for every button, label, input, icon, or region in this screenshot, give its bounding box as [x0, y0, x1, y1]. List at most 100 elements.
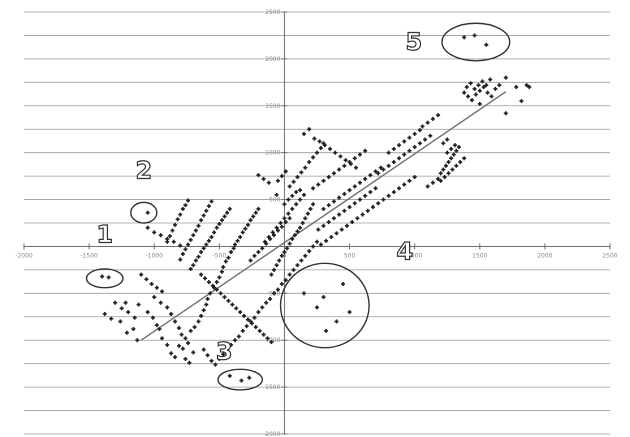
data-point-v — [187, 341, 189, 346]
x-tick-label: 2000 — [537, 252, 552, 259]
data-point-v — [330, 235, 333, 240]
data-point-v — [463, 35, 465, 40]
data-point-v — [313, 136, 316, 141]
data-point-v — [210, 358, 213, 363]
data-point — [199, 250, 204, 255]
data-point — [223, 259, 228, 264]
data-point-v — [312, 202, 314, 207]
data-point-v — [262, 176, 265, 181]
data-point-v — [339, 154, 342, 159]
data-point — [430, 180, 435, 185]
data-point-v — [137, 302, 140, 307]
data-point — [381, 167, 386, 172]
data-point — [282, 250, 287, 255]
data-point-v — [320, 145, 322, 150]
data-point-v — [281, 224, 283, 229]
data-point-v — [421, 124, 424, 129]
data-point — [370, 205, 375, 210]
x-tick-label: -1500 — [80, 252, 98, 259]
data-point-v — [303, 131, 305, 136]
data-point-v — [166, 342, 169, 347]
data-point — [154, 285, 159, 290]
data-point — [173, 319, 178, 324]
data-point-v — [268, 180, 270, 185]
data-point — [221, 265, 226, 270]
cluster-ellipse — [85, 268, 124, 289]
data-point — [247, 375, 252, 380]
data-point — [131, 326, 136, 331]
data-point-v — [374, 186, 377, 191]
data-point — [274, 263, 279, 268]
data-point-v — [221, 269, 223, 274]
data-point-v — [393, 146, 395, 151]
data-point-v — [351, 220, 353, 225]
data-point-v — [279, 221, 282, 225]
data-point — [342, 208, 347, 213]
data-point-v — [446, 137, 449, 142]
data-point — [357, 197, 362, 202]
data-point-v — [316, 305, 318, 310]
cluster-label: 4 — [396, 238, 413, 266]
data-point — [295, 175, 300, 180]
data-point — [245, 317, 250, 322]
data-point — [443, 163, 448, 168]
data-point-v — [292, 267, 295, 272]
data-point — [311, 186, 316, 191]
cluster-annotations: 1 2 3 4 5 — [85, 22, 511, 391]
data-point-v — [193, 325, 196, 330]
data-point — [376, 201, 381, 206]
data-point — [221, 352, 226, 357]
data-point — [417, 128, 422, 133]
data-point-v — [283, 216, 286, 221]
data-point-v — [271, 230, 274, 235]
data-point-v — [467, 94, 469, 99]
data-point — [283, 169, 288, 174]
data-point — [354, 165, 359, 170]
data-point — [295, 229, 300, 234]
data-point — [365, 208, 370, 213]
data-point — [261, 176, 266, 181]
data-point — [295, 263, 300, 268]
data-point-v — [528, 85, 531, 90]
data-point-v — [432, 116, 434, 121]
data-point-v — [286, 246, 288, 251]
data-point-v — [346, 223, 348, 228]
data-point — [315, 239, 319, 244]
data-point — [118, 319, 123, 324]
data-point-v — [382, 167, 385, 172]
data-point — [485, 90, 490, 95]
data-point-v — [277, 228, 279, 233]
data-point-v — [364, 193, 366, 198]
data-point — [469, 98, 474, 103]
y-tick-label: 1500 — [265, 103, 280, 110]
data-point — [350, 220, 355, 225]
data-point — [165, 342, 170, 347]
data-point-v — [287, 211, 290, 216]
data-point — [519, 99, 524, 104]
data-point-v — [304, 165, 307, 170]
data-point-v — [257, 206, 260, 211]
data-point — [145, 210, 150, 215]
data-point — [178, 243, 183, 248]
data-point-v — [284, 169, 287, 174]
data-point — [425, 184, 430, 189]
data-point — [373, 186, 378, 191]
data-point-v — [463, 156, 465, 161]
data-point-v — [304, 216, 307, 221]
data-point-v — [208, 204, 210, 209]
data-point — [217, 221, 222, 226]
data-point-v — [333, 199, 335, 204]
data-point-v — [262, 332, 265, 337]
data-point — [376, 171, 381, 176]
data-point-v — [490, 94, 493, 99]
data-point-v — [498, 83, 501, 88]
data-point — [113, 300, 118, 305]
data-point — [124, 330, 129, 335]
data-point — [132, 315, 137, 320]
data-point-v — [206, 296, 209, 301]
data-point — [232, 242, 237, 247]
data-point — [290, 193, 295, 198]
data-point-v — [230, 250, 232, 255]
data-point — [321, 141, 326, 146]
data-point-v — [107, 275, 110, 280]
